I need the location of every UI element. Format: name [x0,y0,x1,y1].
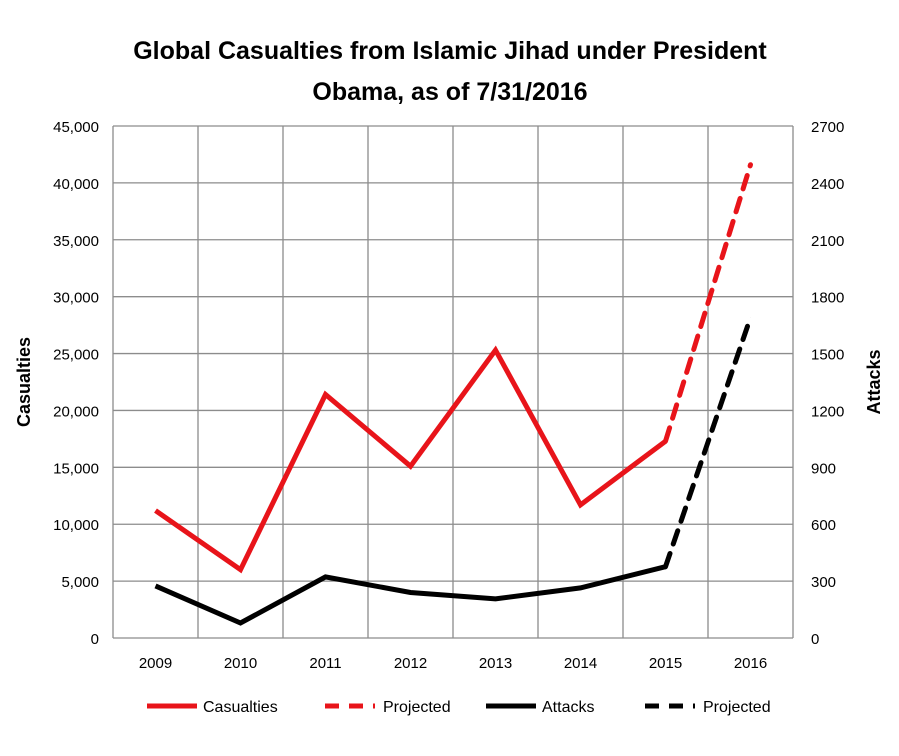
chart-title-line-2: Obama, as of 7/31/2016 [312,78,587,106]
y-tick-label: 5,000 [61,574,99,591]
legend-label: Projected [703,699,771,716]
y-axis-title: Casualties [14,337,34,427]
series-line-casualties-0 [156,350,666,570]
y2-tick-label: 1200 [811,403,844,420]
legend-label: Casualties [203,699,278,716]
y-tick-label: 15,000 [53,460,99,477]
y2-tick-label: 0 [811,631,819,648]
y2-tick-label: 2100 [811,233,844,250]
y-tick-label: 10,000 [53,517,99,534]
y2-tick-label: 600 [811,517,836,534]
x-tick-label: 2014 [564,655,597,672]
y-tick-label: 45,000 [53,119,99,136]
y-tick-label: 30,000 [53,290,99,307]
y2-axis-title: Attacks [864,349,884,414]
y2-tick-label: 2700 [811,119,844,136]
x-tick-label: 2011 [309,655,341,672]
x-tick-label: 2016 [734,655,767,672]
y-tick-label: 25,000 [53,347,99,364]
x-tick-label: 2010 [224,655,257,672]
x-tick-label: 2009 [139,655,172,672]
legend-label: Projected [383,699,451,716]
y2-tick-label: 300 [811,574,836,591]
x-tick-label: 2015 [649,655,682,672]
y2-tick-label: 2400 [811,176,844,193]
series-line-attacks-2 [156,567,666,623]
grid [113,126,793,638]
y-tick-label: 0 [91,631,99,648]
y-tick-label: 20,000 [53,403,99,420]
y-tick-label: 35,000 [53,233,99,250]
legend-label: Attacks [542,699,594,716]
x-tick-label: 2012 [394,655,427,672]
chart-title-line-1: Global Casualties from Islamic Jihad und… [133,37,767,65]
y-tick-label: 40,000 [53,176,99,193]
legend: Casualties Projected Attacks Projected [147,699,771,716]
y2-tick-label: 1800 [811,290,844,307]
y2-tick-label: 900 [811,460,836,477]
x-tick-label: 2013 [479,655,512,672]
y2-tick-label: 1500 [811,347,844,364]
